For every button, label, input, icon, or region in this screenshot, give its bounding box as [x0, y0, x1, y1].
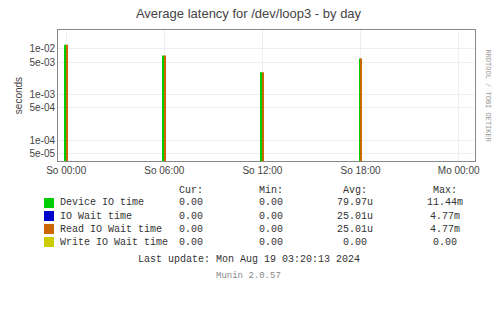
- svg-text:Last update: Mon Aug 19 03:20:: Last update: Mon Aug 19 03:20:13 2024: [138, 254, 360, 265]
- svg-text:5e-05: 5e-05: [29, 148, 55, 159]
- svg-text:So 06:00: So 06:00: [144, 165, 184, 176]
- svg-text:0.00: 0.00: [179, 197, 203, 208]
- svg-text:Device IO time: Device IO time: [60, 197, 144, 208]
- svg-text:Mo 00:00: Mo 00:00: [438, 165, 480, 176]
- svg-text:Read IO Wait time: Read IO Wait time: [60, 224, 162, 235]
- svg-text:IO Wait time: IO Wait time: [60, 211, 132, 222]
- svg-text:0.00: 0.00: [343, 237, 367, 248]
- svg-text:seconds: seconds: [13, 77, 24, 114]
- svg-text:79.97u: 79.97u: [337, 197, 373, 208]
- svg-text:1e-03: 1e-03: [29, 89, 55, 100]
- svg-text:0.00: 0.00: [259, 211, 283, 222]
- svg-text:Write IO Wait time: Write IO Wait time: [60, 237, 168, 248]
- svg-text:4.77m: 4.77m: [430, 211, 460, 222]
- svg-text:Avg:: Avg:: [343, 185, 367, 196]
- svg-text:0.00: 0.00: [433, 237, 457, 248]
- svg-text:11.44m: 11.44m: [427, 197, 463, 208]
- svg-text:So 00:00: So 00:00: [46, 165, 86, 176]
- svg-text:Cur:: Cur:: [179, 185, 203, 196]
- svg-text:Max:: Max:: [433, 185, 457, 196]
- svg-text:Average latency for /dev/loop3: Average latency for /dev/loop3 - by day: [136, 6, 362, 21]
- svg-text:4.77m: 4.77m: [430, 224, 460, 235]
- svg-text:25.01u: 25.01u: [337, 211, 373, 222]
- svg-text:So 18:00: So 18:00: [341, 165, 381, 176]
- svg-text:0.00: 0.00: [259, 224, 283, 235]
- svg-text:0.00: 0.00: [179, 224, 203, 235]
- svg-text:RRDTOOL / TOBI OETIKER: RRDTOOL / TOBI OETIKER: [484, 50, 492, 143]
- svg-text:0.00: 0.00: [179, 237, 203, 248]
- svg-text:0.00: 0.00: [179, 211, 203, 222]
- svg-text:Min:: Min:: [259, 185, 283, 196]
- svg-text:0.00: 0.00: [259, 237, 283, 248]
- svg-text:5e-03: 5e-03: [29, 57, 55, 68]
- svg-text:1e-04: 1e-04: [29, 135, 55, 146]
- svg-text:0.00: 0.00: [259, 197, 283, 208]
- svg-text:25.01u: 25.01u: [337, 224, 373, 235]
- svg-text:5e-04: 5e-04: [29, 102, 55, 113]
- svg-text:So 12:00: So 12:00: [242, 165, 282, 176]
- svg-text:1e-02: 1e-02: [29, 43, 55, 54]
- svg-text:Munin 2.0.57: Munin 2.0.57: [216, 271, 281, 281]
